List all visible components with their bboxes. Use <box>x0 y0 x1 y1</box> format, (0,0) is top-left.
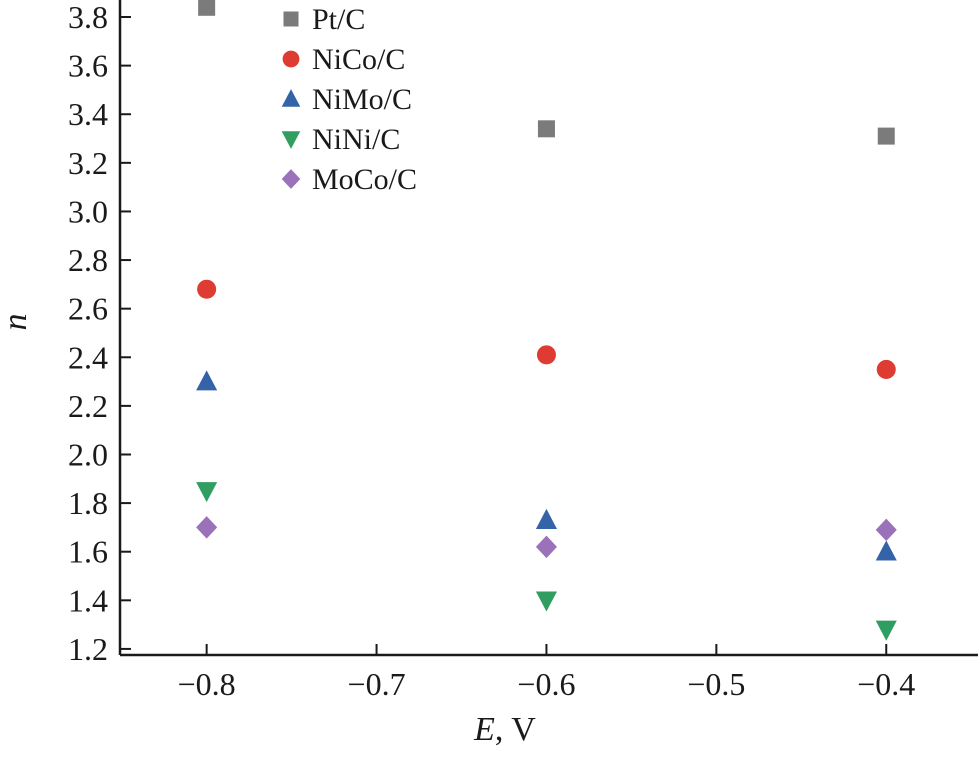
legend: Pt/C NiCo/C NiMo/C NiNi/C MoCo/C <box>281 3 417 196</box>
y-tick-label: 2.8 <box>68 242 108 278</box>
data-point <box>877 127 895 145</box>
legend-marker <box>281 131 301 149</box>
legend-marker <box>283 11 299 27</box>
y-tick-label: 3.8 <box>68 0 108 35</box>
data-point <box>196 482 218 503</box>
legend-item: Pt/C <box>283 3 365 36</box>
legend-label: Pt/C <box>312 3 365 36</box>
y-tick-label: 2.2 <box>68 388 108 424</box>
legend-label: NiMo/C <box>312 83 412 116</box>
y-tick-label: 3.6 <box>68 48 108 84</box>
y-axis-title: n <box>0 314 34 331</box>
data-point <box>197 279 217 299</box>
data-point <box>536 345 556 365</box>
y-tick-label: 1.8 <box>68 485 108 521</box>
x-tick-label: −0.8 <box>178 666 236 702</box>
y-tick-label: 2.6 <box>68 291 108 327</box>
data-point <box>535 508 557 529</box>
data-point <box>198 0 216 16</box>
data-point <box>876 359 896 379</box>
legend-label: MoCo/C <box>312 163 417 196</box>
x-tick-label: −0.4 <box>857 666 915 702</box>
data-point <box>196 516 218 539</box>
x-axis-title-unit: , V <box>495 711 536 748</box>
y-tick-label: 1.2 <box>68 631 108 667</box>
data-point <box>535 535 557 559</box>
data-point <box>875 540 897 561</box>
legend-label: NiCo/C <box>312 43 405 76</box>
legend-marker <box>282 50 300 68</box>
y-tick-label: 3.2 <box>68 145 108 181</box>
x-tick-label: −0.6 <box>517 666 575 702</box>
legend-marker <box>281 89 301 107</box>
y-tick-label: 3.4 <box>68 96 108 132</box>
x-tick-label: −0.5 <box>687 666 745 702</box>
x-tick-label: −0.7 <box>348 666 406 702</box>
data-point <box>535 591 557 612</box>
data-point <box>875 518 897 542</box>
x-axis-title-symbol: E <box>473 711 495 748</box>
axes: 1.2 1.4 1.6 1.8 2.0 2.2 2.4 2.6 2.8 3.0 3.2 3.4 3.6 3… <box>68 0 978 702</box>
legend-item: NiCo/C <box>282 43 405 76</box>
legend-item: NiMo/C <box>281 83 412 116</box>
y-tick-label: 2.0 <box>68 436 108 472</box>
data-point <box>537 120 555 138</box>
data-point <box>196 370 218 391</box>
data-points <box>196 0 897 641</box>
y-tick-label: 1.4 <box>68 582 108 618</box>
legend-label: NiNi/C <box>312 123 400 156</box>
data-point <box>875 620 897 641</box>
legend-item: NiNi/C <box>281 123 400 156</box>
y-tick-label: 2.4 <box>68 339 108 375</box>
x-axis-title: E, V <box>473 711 536 748</box>
y-tick-label: 1.6 <box>68 534 108 570</box>
y-tick-label: 3.0 <box>68 193 108 229</box>
legend-marker <box>281 169 301 189</box>
legend-item: MoCo/C <box>281 163 417 196</box>
